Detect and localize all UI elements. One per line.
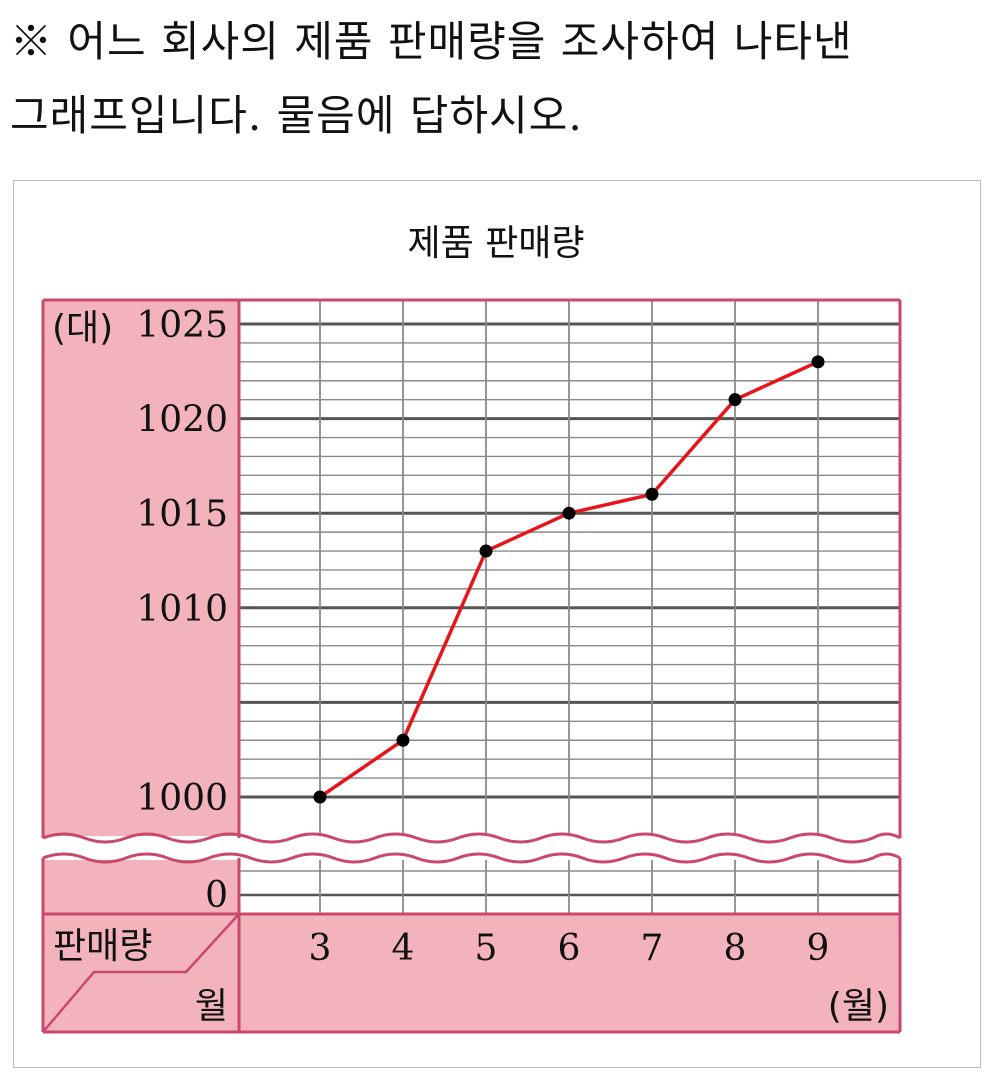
- data-point: [811, 355, 825, 369]
- y-tick-label: 1025: [136, 305, 228, 346]
- y-tick-label: 1000: [136, 778, 228, 819]
- x-unit-label: (월): [828, 986, 889, 1027]
- chart-title: 제품 판매량: [407, 223, 584, 264]
- x-tick-label: 5: [475, 928, 498, 969]
- x-tick-label: 4: [392, 928, 415, 969]
- x-tick-label: 3: [309, 928, 332, 969]
- data-point: [479, 544, 493, 558]
- y-unit-label: (대): [52, 308, 113, 349]
- data-point: [313, 790, 327, 804]
- corner-top-label: 판매량: [53, 926, 152, 967]
- axis-break-top-wave: [42, 832, 901, 844]
- question-line-1: ※ 어느 회사의 제품 판매량을 조사하여 나타낸: [10, 17, 853, 66]
- y-tick-label: 1010: [136, 589, 228, 630]
- data-point: [562, 506, 576, 520]
- corner-bottom-label: 월: [195, 986, 228, 1027]
- x-tick-label: 7: [641, 928, 664, 969]
- x-tick-label: 6: [558, 928, 581, 969]
- question-line-2: 그래프입니다. 물음에 답하시오.: [10, 91, 583, 140]
- x-tick-label: 8: [724, 928, 747, 969]
- axis-break-bottom-wave: [42, 852, 901, 864]
- y-zero-label: 0: [205, 875, 228, 916]
- data-point: [396, 733, 410, 747]
- corner-diagonal: [42, 913, 240, 1033]
- x-tick-label: 9: [807, 928, 830, 969]
- y-tick-label: 1015: [136, 494, 228, 535]
- data-point: [645, 487, 659, 501]
- data-point: [728, 393, 742, 407]
- y-axis-panel: [43, 300, 239, 914]
- y-tick-label: 1020: [136, 400, 228, 441]
